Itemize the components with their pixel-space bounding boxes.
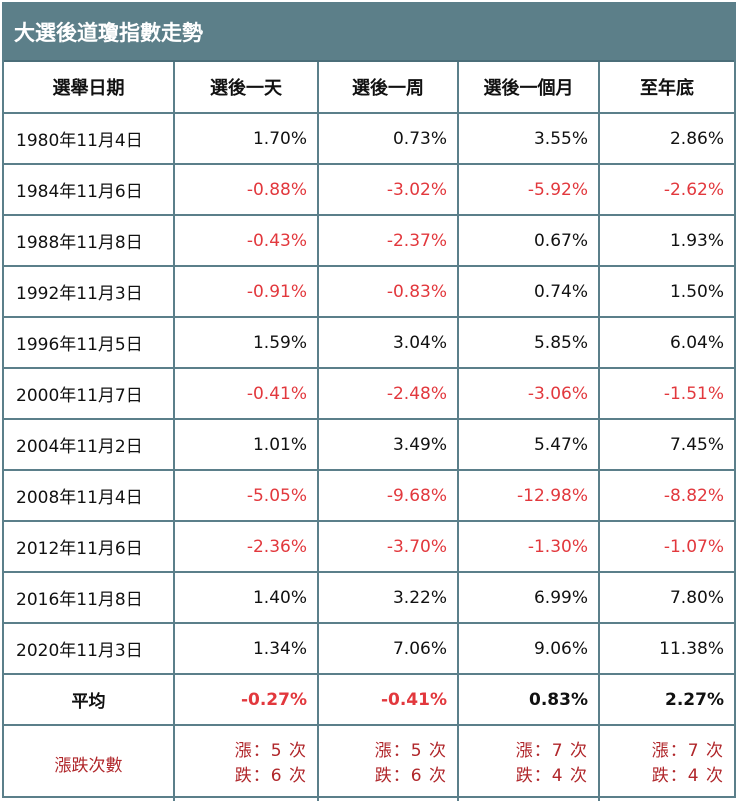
value-cell: 3.49%: [317, 418, 459, 471]
value-cell: -0.91%: [173, 265, 319, 318]
election-date-cell: 1996年11月5日: [4, 316, 175, 369]
table-row: 2016年11月8日 1.40% 3.22% 6.99% 7.80%: [4, 571, 734, 624]
election-date-cell: 1984年11月6日: [4, 163, 175, 216]
header-one-month-after: 選後一個月: [457, 62, 600, 114]
value-cell: -0.41%: [173, 367, 319, 420]
value-cell: -0.43%: [173, 214, 319, 267]
value-cell: 6.99%: [457, 571, 600, 624]
value-cell: 0.73%: [317, 113, 459, 165]
value-cell: -3.02%: [317, 163, 459, 216]
value-cell: 1.50%: [598, 265, 734, 318]
election-date-cell: 2020年11月3日: [4, 622, 175, 675]
header-row: 選舉日期 選後一天 選後一周 選後一個月 至年底: [4, 62, 734, 114]
table-row: 1980年11月4日 1.70% 0.73% 3.55% 2.86%: [4, 113, 734, 165]
table-row: 2000年11月7日 -0.41% -2.48% -3.06% -1.51%: [4, 367, 734, 420]
average-row: 平均 -0.27% -0.41% 0.83% 2.27%: [4, 673, 734, 726]
value-cell: -2.48%: [317, 367, 459, 420]
header-one-day-after: 選後一天: [173, 62, 319, 114]
up-down-count-row: 漲跌次數 漲：5 次 跌：6 次 漲：5 次 跌：6 次 漲：7 次 跌：4 次…: [4, 724, 734, 801]
value-cell: 1.59%: [173, 316, 319, 369]
down-count: 跌：4 次: [515, 765, 588, 786]
value-cell: 1.01%: [173, 418, 319, 471]
election-date-cell: 2016年11月8日: [4, 571, 175, 624]
value-cell: -0.88%: [173, 163, 319, 216]
election-date-cell: 1980年11月4日: [4, 113, 175, 165]
down-count: 跌：4 次: [651, 765, 724, 786]
value-cell: -12.98%: [457, 469, 600, 522]
up-down-count-cell: 漲：5 次 跌：6 次: [317, 724, 459, 801]
table-row: 1996年11月5日 1.59% 3.04% 5.85% 6.04%: [4, 316, 734, 369]
average-value-cell: 0.83%: [457, 673, 600, 726]
value-cell: 1.93%: [598, 214, 734, 267]
value-cell: 3.22%: [317, 571, 459, 624]
header-one-week-after: 選後一周: [317, 62, 459, 114]
data-table: 選舉日期 選後一天 選後一周 選後一個月 至年底 1980年11月4日 1.70…: [4, 62, 734, 801]
value-cell: -8.82%: [598, 469, 734, 522]
table-row: 2020年11月3日 1.34% 7.06% 9.06% 11.38%: [4, 622, 734, 675]
value-cell: -3.70%: [317, 520, 459, 573]
election-date-cell: 2000年11月7日: [4, 367, 175, 420]
table-row: 1992年11月3日 -0.91% -0.83% 0.74% 1.50%: [4, 265, 734, 318]
value-cell: -9.68%: [317, 469, 459, 522]
value-cell: -2.36%: [173, 520, 319, 573]
value-cell: -5.92%: [457, 163, 600, 216]
value-cell: -1.07%: [598, 520, 734, 573]
value-cell: 11.38%: [598, 622, 734, 675]
election-date-cell: 2004年11月2日: [4, 418, 175, 471]
up-down-count-cell: 漲：7 次 跌：4 次: [598, 724, 734, 801]
value-cell: 1.34%: [173, 622, 319, 675]
table-row: 2012年11月6日 -2.36% -3.70% -1.30% -1.07%: [4, 520, 734, 573]
table-row: 2008年11月4日 -5.05% -9.68% -12.98% -8.82%: [4, 469, 734, 522]
value-cell: 3.04%: [317, 316, 459, 369]
header-year-end: 至年底: [598, 62, 734, 114]
table-row: 1988年11月8日 -0.43% -2.37% 0.67% 1.93%: [4, 214, 734, 267]
value-cell: 3.55%: [457, 113, 600, 165]
header-election-date: 選舉日期: [4, 62, 175, 114]
value-cell: 7.45%: [598, 418, 734, 471]
value-cell: 9.06%: [457, 622, 600, 675]
up-down-count-cell: 漲：7 次 跌：4 次: [457, 724, 600, 801]
value-cell: 1.40%: [173, 571, 319, 624]
up-count: 漲：7 次: [515, 740, 588, 761]
table-title: 大選後道瓊指數走勢: [4, 4, 734, 62]
value-cell: 1.70%: [173, 113, 319, 165]
value-cell: -3.06%: [457, 367, 600, 420]
value-cell: 6.04%: [598, 316, 734, 369]
value-cell: 5.47%: [457, 418, 600, 471]
value-cell: 5.85%: [457, 316, 600, 369]
up-count: 漲：5 次: [234, 740, 307, 761]
up-down-count-label: 漲跌次數: [4, 724, 175, 801]
election-date-cell: 1992年11月3日: [4, 265, 175, 318]
election-date-cell: 2008年11月4日: [4, 469, 175, 522]
value-cell: -2.37%: [317, 214, 459, 267]
average-value-cell: -0.41%: [317, 673, 459, 726]
average-label: 平均: [4, 673, 175, 726]
value-cell: -1.30%: [457, 520, 600, 573]
value-cell: -1.51%: [598, 367, 734, 420]
down-count: 跌：6 次: [374, 765, 447, 786]
up-down-count-cell: 漲：5 次 跌：6 次: [173, 724, 319, 801]
value-cell: 7.06%: [317, 622, 459, 675]
table-row: 2004年11月2日 1.01% 3.49% 5.47% 7.45%: [4, 418, 734, 471]
up-count: 漲：5 次: [374, 740, 447, 761]
value-cell: 2.86%: [598, 113, 734, 165]
table-row: 1984年11月6日 -0.88% -3.02% -5.92% -2.62%: [4, 163, 734, 216]
average-value-cell: -0.27%: [173, 673, 319, 726]
down-count: 跌：6 次: [234, 765, 307, 786]
value-cell: 7.80%: [598, 571, 734, 624]
up-count: 漲：7 次: [651, 740, 724, 761]
value-cell: -2.62%: [598, 163, 734, 216]
value-cell: -5.05%: [173, 469, 319, 522]
election-date-cell: 1988年11月8日: [4, 214, 175, 267]
average-value-cell: 2.27%: [598, 673, 734, 726]
value-cell: 0.74%: [457, 265, 600, 318]
election-date-cell: 2012年11月6日: [4, 520, 175, 573]
value-cell: -0.83%: [317, 265, 459, 318]
value-cell: 0.67%: [457, 214, 600, 267]
